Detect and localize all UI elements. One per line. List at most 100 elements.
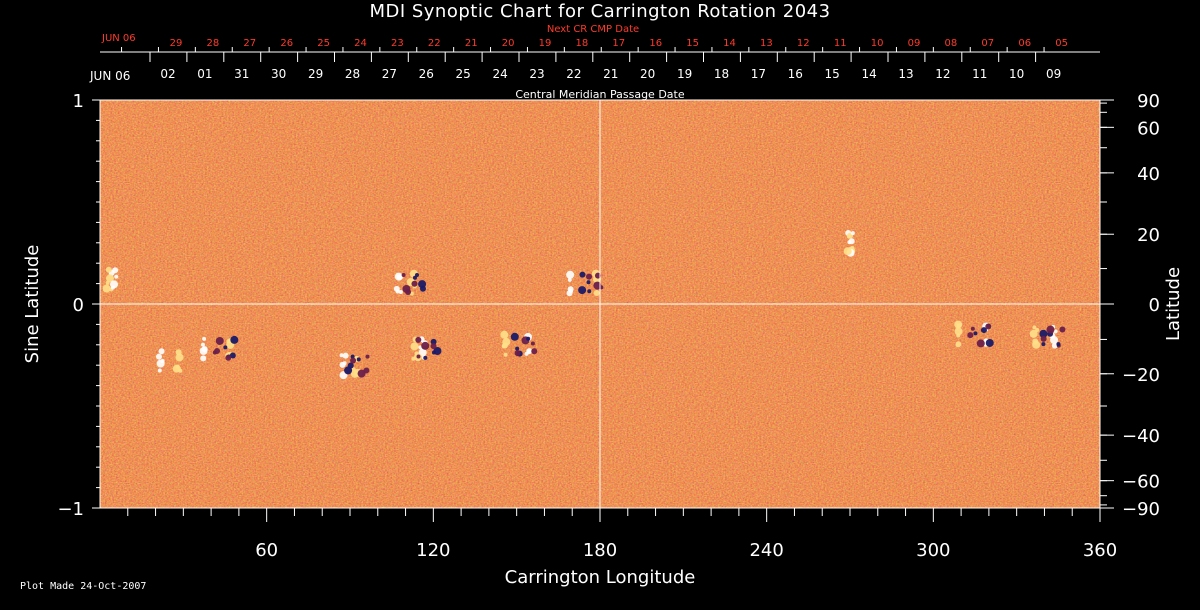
region-bright-patch — [503, 352, 508, 357]
region-dark-patch — [578, 286, 587, 295]
next-cr-day-label: 29 — [170, 38, 183, 49]
cmp-day-label: 16 — [788, 67, 803, 81]
region-bright-patch — [155, 353, 162, 360]
next-cr-day-label: 08 — [945, 38, 958, 49]
region-bright-patch — [105, 280, 110, 285]
next-cr-day-label: 21 — [465, 38, 478, 49]
cmp-day-label: 01 — [197, 67, 212, 81]
region-dark-patch — [350, 357, 357, 364]
cmp-day-label: 15 — [825, 67, 840, 81]
y-tick-right-label: −90 — [1122, 499, 1160, 520]
region-dark-patch — [416, 354, 421, 359]
region-dark-patch — [350, 354, 355, 359]
cmp-start-label: JUN 06 — [89, 69, 130, 83]
region-dark-patch — [223, 345, 228, 350]
y-tick-left-label: 1 — [73, 91, 84, 112]
next-cr-day-label: 24 — [354, 38, 367, 49]
plot-made-note: Plot Made 24-Oct-2007 — [20, 581, 147, 592]
active-region — [500, 330, 538, 357]
next-cr-day-label: 25 — [317, 38, 330, 49]
region-dark-patch — [356, 357, 361, 362]
active-region — [393, 269, 427, 296]
active-region — [1029, 324, 1066, 349]
region-bright-patch — [1050, 335, 1059, 344]
cmp-day-label: 29 — [308, 67, 323, 81]
region-bright-patch — [339, 361, 346, 368]
region-bright-patch — [954, 320, 963, 329]
region-bright-patch — [342, 352, 349, 359]
region-bright-patch — [955, 341, 962, 348]
cmp-day-label: 02 — [160, 67, 175, 81]
region-dark-patch — [526, 336, 531, 341]
next-cr-day-label: 12 — [797, 38, 810, 49]
cmp-caption: Central Meridian Passage Date — [515, 88, 684, 101]
next-cr-day-label: 13 — [760, 38, 773, 49]
region-bright-patch — [175, 349, 182, 356]
region-bright-patch — [1051, 342, 1058, 349]
region-dark-patch — [985, 323, 992, 330]
cmp-day-label: 13 — [898, 67, 913, 81]
region-dark-patch — [514, 350, 521, 357]
next-cr-day-label: 18 — [576, 38, 589, 49]
y-tick-left-label: −1 — [57, 499, 84, 520]
region-bright-patch — [339, 353, 344, 358]
region-dark-patch — [215, 336, 224, 345]
region-dark-patch — [430, 343, 437, 350]
x-tick-label: 240 — [749, 540, 783, 561]
region-dark-patch — [970, 326, 975, 331]
region-bright-patch — [500, 330, 509, 339]
next-cr-day-label: 17 — [612, 38, 625, 49]
active-regions — [102, 229, 1066, 380]
region-bright-patch — [593, 289, 600, 296]
region-dark-patch — [357, 369, 366, 378]
next-cr-day-label: 16 — [649, 38, 662, 49]
cmp-day-label: 14 — [861, 67, 876, 81]
region-bright-patch — [110, 280, 119, 289]
cmp-day-label: 31 — [234, 67, 249, 81]
region-bright-patch — [956, 333, 961, 338]
region-dark-patch — [976, 339, 985, 348]
chart-title: MDI Synoptic Chart for Carrington Rotati… — [369, 1, 831, 22]
cmp-day-label: 09 — [1046, 67, 1061, 81]
region-bright-patch — [160, 358, 165, 363]
next-cr-day-label: 09 — [908, 38, 921, 49]
next-cr-day-label: 06 — [1018, 38, 1031, 49]
region-dark-patch — [415, 336, 422, 343]
next-cr-day-label: 07 — [981, 38, 994, 49]
cmp-day-label: 28 — [345, 67, 360, 81]
next-cr-day-label: 19 — [539, 38, 552, 49]
next-cr-day-label: 27 — [243, 38, 256, 49]
region-bright-patch — [396, 274, 403, 281]
region-dark-patch — [530, 341, 535, 346]
region-dark-patch — [230, 335, 239, 344]
region-bright-patch — [200, 355, 207, 362]
cmp-day-label: 18 — [714, 67, 729, 81]
active-region — [410, 336, 442, 362]
region-dark-patch — [402, 284, 411, 293]
x-tick-label: 180 — [583, 540, 617, 561]
region-dark-patch — [401, 272, 406, 277]
cmp-day-label: 30 — [271, 67, 286, 81]
next-cr-day-label: 22 — [428, 38, 441, 49]
region-bright-patch — [158, 348, 165, 355]
next-cr-day-label: 05 — [1055, 38, 1068, 49]
region-dark-patch — [579, 271, 586, 278]
region-dark-patch — [212, 350, 217, 355]
y-tick-left-label: 0 — [73, 295, 84, 316]
region-bright-patch — [105, 274, 114, 283]
region-dark-patch — [433, 347, 442, 356]
region-dark-patch — [411, 280, 418, 287]
x-tick-label: 120 — [416, 540, 450, 561]
next-cr-day-label: 10 — [871, 38, 884, 49]
region-bright-patch — [848, 238, 855, 245]
region-bright-patch — [200, 342, 205, 347]
y-tick-right-label: −60 — [1122, 472, 1160, 493]
region-dark-patch — [531, 348, 538, 355]
region-dark-patch — [586, 273, 593, 280]
y-tick-right-label: 60 — [1137, 118, 1160, 139]
cmp-day-label: 11 — [972, 67, 987, 81]
region-bright-patch — [569, 289, 574, 294]
y-tick-right-label: 20 — [1137, 225, 1160, 246]
region-bright-patch — [105, 266, 112, 273]
